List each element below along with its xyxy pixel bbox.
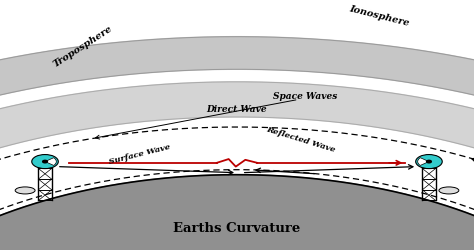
Wedge shape [418,158,429,166]
Circle shape [416,155,442,169]
Text: Direct Wave: Direct Wave [207,104,267,113]
Polygon shape [0,175,474,250]
Polygon shape [0,82,474,250]
Text: Earths Curvature: Earths Curvature [173,221,301,234]
Wedge shape [45,158,56,166]
Circle shape [43,161,47,163]
Text: Surface Wave: Surface Wave [108,142,172,165]
Text: Reflected Wave: Reflected Wave [265,124,337,153]
Polygon shape [0,38,474,250]
Text: Troposphere: Troposphere [52,24,114,68]
Text: Space Waves: Space Waves [273,92,337,101]
Ellipse shape [439,187,459,194]
Circle shape [427,161,431,163]
Text: Ionosphere: Ionosphere [348,4,410,28]
Circle shape [32,155,58,169]
Ellipse shape [15,187,35,194]
